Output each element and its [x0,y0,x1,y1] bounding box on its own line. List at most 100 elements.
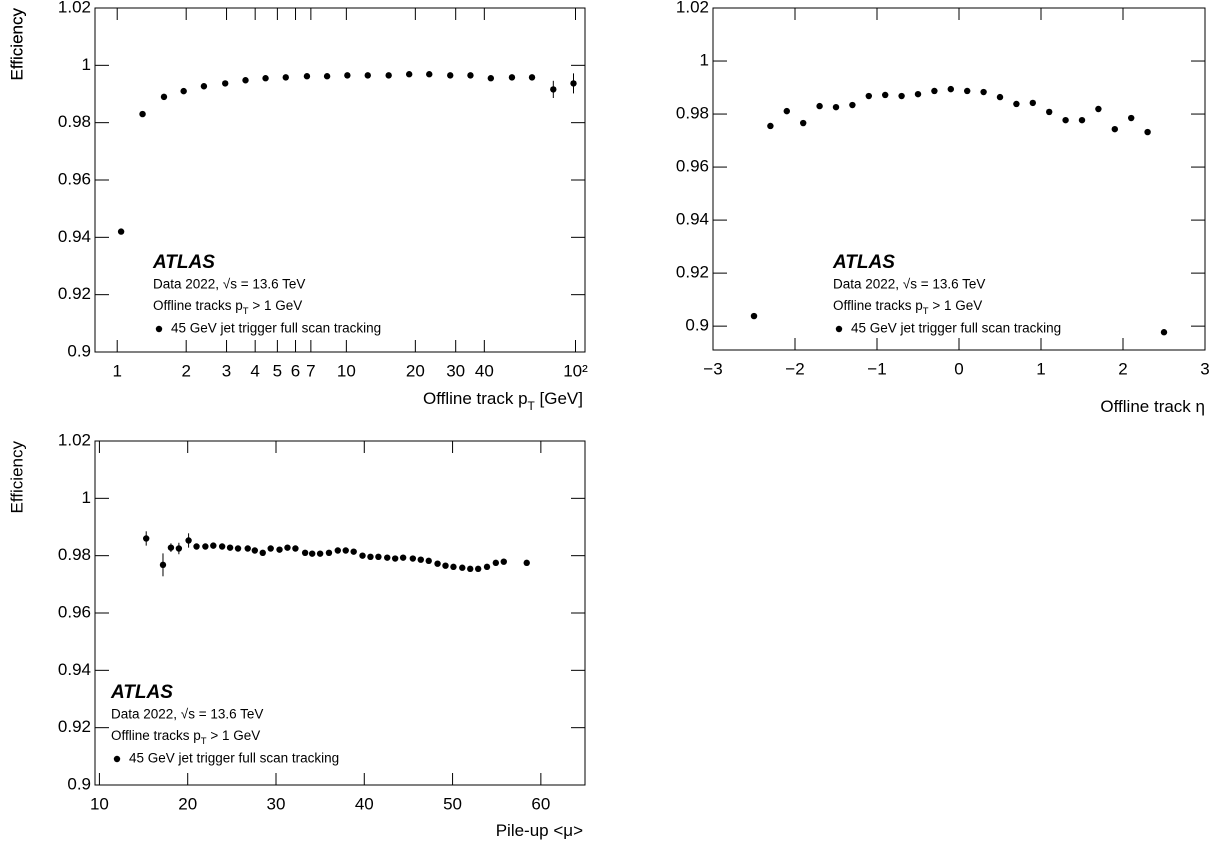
data-point [459,564,466,571]
annotation: Offline tracks pT > 1 GeV [153,298,302,317]
data-point [262,75,269,82]
data-point [467,565,474,573]
text-part: Offline track p [423,389,528,408]
data-point [160,93,168,101]
data-point [767,122,774,130]
x-tick-label: 3 [222,361,231,380]
x-tick-label: 0 [954,359,963,378]
data-point [914,90,922,98]
annotation: Data 2022, √s = 13.6 TeV [833,277,985,292]
data-point [139,110,146,118]
x-tick-label: 10² [563,361,588,380]
annotation: Data 2022, √s = 13.6 TeV [111,707,263,722]
data-point [143,535,150,542]
x-tick-label: 2 [1118,359,1127,378]
y-tick-label: 0.9 [685,316,709,335]
data-point [1111,125,1119,133]
y-axis-label: Efficiency [7,8,26,81]
text-part: > 1 GeV [249,298,303,313]
data-point [226,544,234,551]
data-point [218,543,226,550]
data-point [316,550,324,557]
x-axis-label: Pile-up <μ> [496,821,583,840]
data-point [159,561,167,569]
x-tick-label: 20 [406,361,425,380]
data-point [865,92,872,100]
x-tick-label: 60 [531,794,550,813]
data-point [1013,100,1020,108]
x-axis-label: Offline track η [1100,397,1205,416]
annotation: ATLAS [832,252,895,273]
data-point [200,83,208,90]
x-tick-label: 1 [112,361,121,380]
data-point [931,87,938,95]
y-tick-label: 0.94 [58,227,91,246]
annotation: ATLAS [152,252,215,273]
data-point [980,88,987,96]
data-point [483,563,491,571]
data-point [359,552,366,559]
data-point [832,103,840,111]
y-axis-label: Efficiency [7,8,26,81]
y-tick-label: 1 [82,488,91,507]
data-point [185,537,192,544]
x-tick-label: 5 [273,361,282,380]
data-point [344,72,351,79]
x-tick-label: 50 [443,794,462,813]
x-tick-label: 4 [250,361,259,380]
data-point [550,86,557,93]
legend-label: 45 GeV jet trigger full scan tracking [129,751,339,766]
text-part: Offline tracks p [153,298,243,313]
text-part: Pile-up <μ> [496,821,583,840]
data-point [180,87,187,95]
data-point [276,546,283,553]
y-tick-label: 1.02 [58,430,91,449]
data-point [474,565,482,573]
data-point [467,72,474,79]
x-tick-label: 6 [291,361,300,380]
data-point [447,72,454,79]
data-point [259,549,266,556]
data-point [175,545,183,552]
y-tick-label: 1.02 [58,0,91,16]
legend-label: 45 GeV jet trigger full scan tracking [851,321,1061,336]
data-point [323,73,331,80]
text-part: [GeV] [535,389,583,408]
data-point [417,556,424,563]
data-point [251,547,259,554]
x-tick-label: 1 [1036,359,1045,378]
data-point [244,545,251,552]
data-point [399,554,407,561]
data-point [1078,116,1086,124]
data-point [303,73,311,80]
y-tick-label: 1.02 [676,0,709,16]
data-point [325,549,333,556]
annotation: Data 2022, √s = 13.6 TeV [153,277,305,292]
text-part: Offline tracks p [111,728,201,743]
data-point [1095,105,1102,113]
data-point [242,77,249,84]
annotation: Offline tracks pT > 1 GeV [833,298,982,317]
data-point [292,545,299,552]
data-point [364,72,371,79]
data-point [1160,329,1168,336]
data-point [167,544,175,551]
data-point [528,74,536,81]
y-tick-label: 0.98 [58,112,91,131]
x-tick-label: 7 [306,361,315,380]
text-part: Offline track η [1100,397,1205,416]
data-point [210,542,217,549]
annotation: Offline tracks pT > 1 GeV [111,728,260,747]
x-tick-label: 40 [355,794,374,813]
x-tick-label: −3 [703,359,722,378]
y-tick-label: 0.96 [676,157,709,176]
y-tick-label: 0.92 [58,284,91,303]
data-point [570,80,577,87]
data-point [1029,99,1037,107]
data-point [222,80,229,87]
data-point [202,543,209,550]
data-point [1046,108,1053,116]
data-point [342,547,349,554]
data-point [849,101,856,109]
data-point [385,72,392,79]
